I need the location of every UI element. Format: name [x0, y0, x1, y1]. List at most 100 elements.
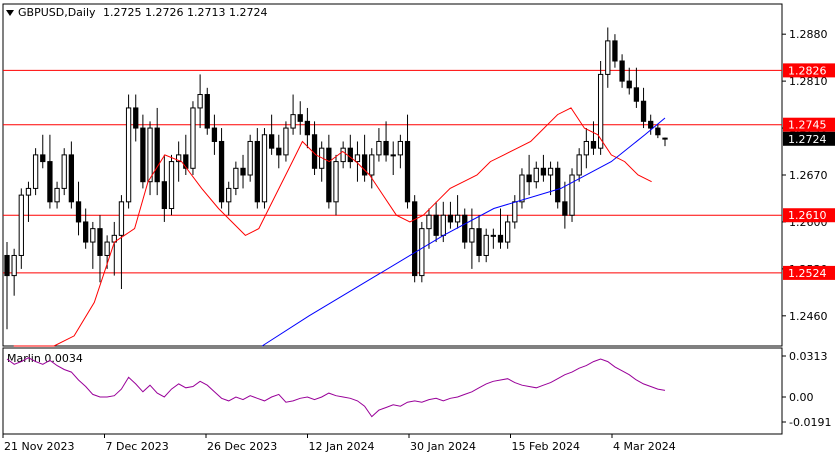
candle: [547, 161, 554, 196]
candle: [268, 114, 275, 155]
candle: [297, 101, 303, 135]
osc-tick-label: -0.0191: [789, 416, 831, 429]
candle-body: [361, 154, 368, 176]
candle: [83, 208, 89, 249]
candle: [133, 94, 139, 142]
candle: [97, 215, 103, 283]
candle-body: [268, 134, 275, 149]
fast-ma-line: [13, 107, 652, 347]
candle: [361, 134, 368, 182]
time-tick-label: 12 Jan 2024: [309, 440, 375, 453]
marlin-line: [6, 357, 666, 418]
candle-body: [254, 140, 260, 203]
candle-body: [18, 194, 24, 256]
moving-averages: [13, 107, 666, 347]
candle: [347, 134, 353, 169]
candle-body: [154, 127, 160, 183]
candle-body: [147, 127, 153, 183]
osc-tick-label: 0.00: [789, 391, 814, 404]
candle: [526, 154, 532, 196]
candle: [226, 181, 232, 216]
candle-body: [197, 94, 203, 109]
candle: [483, 228, 489, 263]
candle: [68, 141, 75, 209]
candles: [4, 27, 668, 330]
candle: [326, 134, 332, 209]
symbol-timeframe: GBPUSD,Daily: [18, 6, 96, 19]
candle: [304, 107, 311, 149]
candle: [154, 107, 160, 196]
candle-body: [297, 114, 303, 122]
candle-body: [97, 228, 103, 256]
candle: [533, 161, 539, 189]
candle-body: [426, 214, 432, 230]
level-labels: 1.2826 1.2745 1.2610 1.2524 1.2724: [783, 63, 835, 280]
level-label-box: [783, 63, 835, 78]
menu-triangle-icon[interactable]: [6, 10, 14, 16]
candle: [497, 208, 504, 249]
candle-body: [583, 140, 589, 156]
candle: [469, 208, 475, 269]
candle-body: [383, 140, 389, 156]
candle-body: [326, 147, 332, 203]
candle: [354, 141, 361, 182]
candle: [633, 67, 640, 108]
candle-body: [354, 154, 361, 163]
candle: [47, 134, 53, 209]
slow-ma-line: [261, 117, 666, 347]
candle: [376, 128, 382, 162]
oscillator-axis: 0.0313 0.00 -0.0191: [782, 350, 831, 429]
candle-body: [619, 60, 625, 82]
candle-body: [283, 127, 289, 156]
candle: [90, 221, 96, 269]
candle: [426, 208, 432, 249]
candle: [447, 201, 454, 229]
candle: [390, 141, 396, 175]
candle-body: [161, 181, 167, 210]
price-tick-label: 1.2810: [789, 75, 828, 88]
candle: [626, 67, 632, 95]
time-tick-label: 26 Dec 2023: [207, 440, 277, 453]
time-tick-label: 15 Feb 2024: [512, 440, 580, 453]
candle-body: [490, 234, 496, 237]
candle-body: [562, 201, 568, 216]
candle-body: [261, 134, 268, 203]
level-label: 1.2826: [788, 64, 827, 77]
candle-body: [626, 80, 632, 89]
candle: [276, 134, 282, 169]
candle: [397, 134, 404, 169]
level-label: 1.2610: [788, 209, 827, 222]
candle-body: [168, 161, 175, 210]
candle: [147, 121, 153, 196]
candle: [140, 114, 146, 189]
candle-body: [419, 228, 425, 277]
candle-body: [204, 94, 210, 129]
candle: [240, 154, 246, 189]
candle: [32, 148, 39, 196]
level-label: 1.2524: [788, 267, 827, 280]
candle: [218, 128, 225, 209]
candle-body: [569, 174, 575, 216]
candle-body: [190, 107, 196, 169]
candle: [161, 154, 167, 222]
candle-body: [233, 167, 239, 189]
candle: [562, 181, 568, 229]
candle-body: [47, 161, 53, 203]
candle-body: [512, 201, 518, 223]
candle-body: [397, 140, 404, 156]
candle-body: [218, 140, 225, 203]
candle-body: [25, 187, 32, 196]
candle-body: [211, 127, 218, 142]
candle: [261, 128, 268, 209]
candle-body: [340, 147, 346, 163]
candle-body: [240, 167, 246, 176]
candle-body: [104, 241, 110, 256]
candle: [540, 154, 547, 182]
candle-body: [662, 137, 668, 140]
candle: [648, 114, 654, 135]
candle-body: [547, 167, 554, 176]
marlin-oscillator: [6, 357, 666, 418]
candle-body: [555, 167, 561, 203]
main-pane: [2, 3, 783, 347]
candle-body: [290, 114, 296, 129]
